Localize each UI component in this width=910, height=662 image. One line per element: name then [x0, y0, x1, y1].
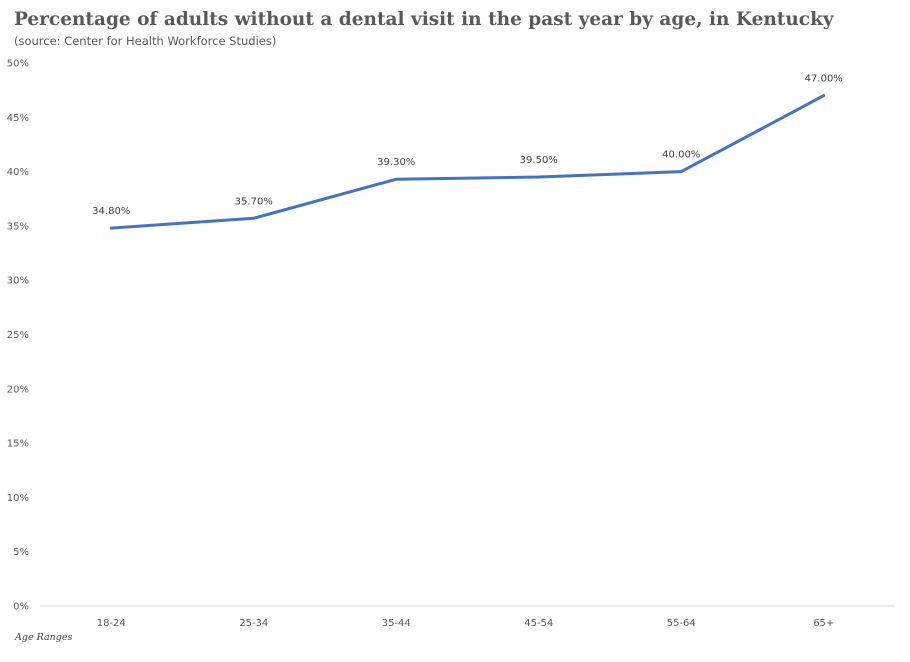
x-axis-title: Age Ranges [15, 632, 73, 643]
x-tick-label: 25-34 [239, 618, 268, 629]
x-tick-label: 65+ [813, 618, 834, 629]
y-tick-label: 25% [7, 330, 29, 341]
x-axis-ticks: 18-24 25-34 35-44 45-54 55-64 65+ [97, 618, 835, 629]
x-tick-label: 45-54 [524, 618, 553, 629]
data-label: 47.00% [805, 74, 843, 85]
x-tick-label: 35-44 [382, 618, 411, 629]
y-axis-ticks: 0% 5% 10% 15% 20% 25% 30% 35% 40% 45% 50% [7, 59, 29, 613]
y-tick-label: 15% [7, 439, 29, 450]
y-tick-label: 5% [13, 547, 29, 558]
x-tick-label: 55-64 [667, 618, 696, 629]
data-label: 39.30% [377, 157, 415, 168]
y-tick-label: 50% [7, 59, 29, 70]
series-line [109, 94, 826, 230]
y-tick-label: 35% [7, 221, 29, 232]
data-label: 39.50% [520, 155, 558, 166]
y-tick-label: 30% [7, 276, 29, 287]
y-tick-label: 10% [7, 493, 29, 504]
chart-subtitle: (source: Center for Health Workforce Stu… [14, 34, 277, 48]
chart-title: Percentage of adults without a dental vi… [14, 9, 834, 30]
y-tick-label: 40% [7, 167, 29, 178]
y-tick-label: 20% [7, 384, 29, 395]
data-labels: 34.80% 35.70% 39.30% 39.50% 40.00% 47.00% [92, 74, 843, 217]
y-tick-label: 0% [13, 602, 29, 613]
x-tick-label: 18-24 [97, 618, 126, 629]
y-tick-label: 45% [7, 113, 29, 124]
data-label: 35.70% [235, 196, 273, 207]
data-label: 34.80% [92, 206, 130, 217]
data-label: 40.00% [662, 150, 700, 161]
